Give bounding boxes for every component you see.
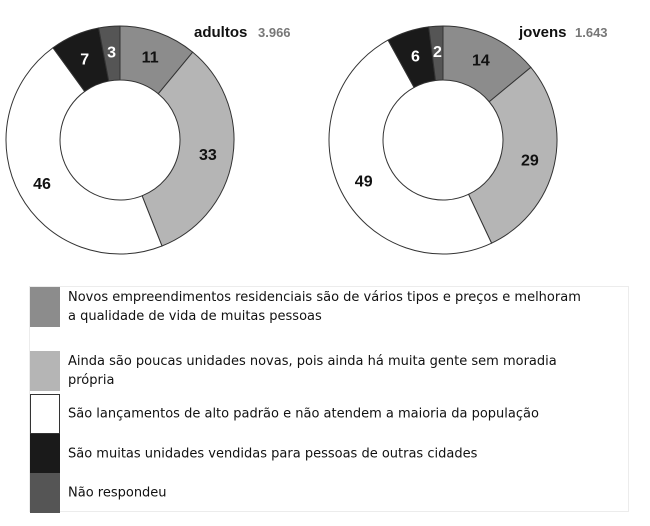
legend-swatch-few xyxy=(30,351,60,391)
slice-noanswer xyxy=(98,25,121,82)
slice-label-high: 46 xyxy=(33,176,51,193)
slice-label-noanswer: 2 xyxy=(433,44,442,61)
chart-title-adultos: adultos xyxy=(194,24,247,41)
slice-noanswer xyxy=(428,25,444,82)
donut-charts: 11 33 46 7 3 14 29 49 6 2 adultos 3.966 jovens 1… xyxy=(5,24,608,255)
slice-label-agree: 11 xyxy=(142,49,159,66)
legend-swatch-high xyxy=(30,394,60,434)
legend-item-few: Ainda são poucas unidades novas, pois ai… xyxy=(30,351,628,391)
legend-label-high: São lançamentos de alto padrão e não ate… xyxy=(68,406,539,422)
slice-high xyxy=(5,47,163,255)
legend-swatch-agree xyxy=(30,287,60,327)
legend-label-noanswer: Não respondeu xyxy=(68,485,167,501)
slice-label-others: 6 xyxy=(411,48,420,65)
legend-label-agree: Novos empreendimentos residenciais são d… xyxy=(68,290,581,324)
chart-subtitle-jovens: 1.643 xyxy=(575,25,608,40)
legend-item-high: São lançamentos de alto padrão e não ate… xyxy=(30,394,628,434)
slice-few xyxy=(141,51,235,247)
legend-swatch-others xyxy=(30,434,60,474)
legend-item-noanswer: Não respondeu xyxy=(30,473,628,513)
legend-item-others: São muitas unidades vendidas para pessoa… xyxy=(30,434,628,474)
slice-label-agree: 14 xyxy=(472,52,490,69)
slice-few xyxy=(467,66,558,244)
legend-swatch-noanswer xyxy=(30,473,60,513)
slice-label-others: 7 xyxy=(80,51,89,68)
chart-title-jovens: jovens xyxy=(518,24,567,41)
slice-label-few: 29 xyxy=(521,152,539,169)
donut-jovens: 14 29 49 6 2 xyxy=(328,25,558,255)
slice-label-few: 33 xyxy=(199,147,217,164)
slice-label-noanswer: 3 xyxy=(107,44,116,61)
donut-adultos: 11 33 46 7 3 xyxy=(5,25,235,255)
slice-label-high: 49 xyxy=(355,173,373,190)
legend-label-few: Ainda são poucas unidades novas, pois ai… xyxy=(68,354,557,388)
slice-high xyxy=(328,39,493,255)
chart-subtitle-adultos: 3.966 xyxy=(258,25,291,40)
legend-item-agree: Novos empreendimentos residenciais são d… xyxy=(30,287,628,327)
legend-label-others: São muitas unidades vendidas para pessoa… xyxy=(68,446,478,462)
legend: Novos empreendimentos residenciais são d… xyxy=(30,287,628,513)
